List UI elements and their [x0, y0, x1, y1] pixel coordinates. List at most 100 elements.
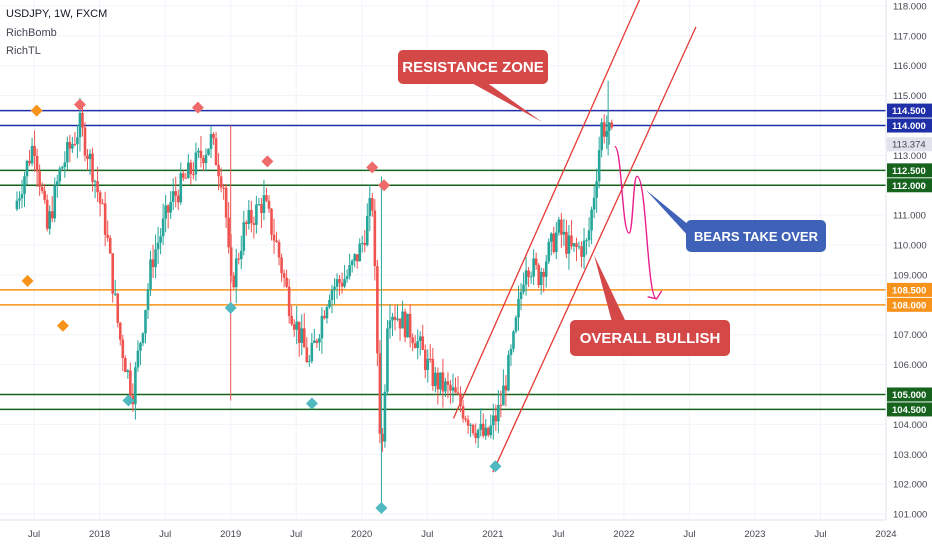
price-axis: 101.000 102.000 103.000 104.000 105.000 106.0… — [885, 0, 932, 550]
candle-body — [270, 208, 273, 235]
price-axis-bg — [886, 0, 932, 550]
candle-body — [426, 358, 430, 370]
candle-body — [305, 347, 309, 363]
candle-body — [50, 211, 54, 219]
candle-body — [403, 311, 407, 338]
candle-body — [227, 217, 230, 248]
candle-body — [610, 122, 614, 128]
candle-body — [456, 392, 460, 394]
candle-body — [83, 127, 87, 156]
candle-body — [58, 168, 62, 182]
annotation-pointers — [470, 82, 690, 322]
candle-body — [141, 333, 145, 344]
candle-body — [567, 235, 571, 254]
candle-body — [396, 318, 399, 320]
bears-pointer — [646, 190, 690, 238]
candle-body — [302, 328, 306, 348]
bullish-channel — [452, 0, 697, 473]
projection-path — [614, 145, 658, 300]
price-tick-label: 101.000 — [893, 510, 927, 521]
price-level-tag-label: 114.500 — [892, 106, 926, 117]
time-tick-label: 2021 — [482, 529, 503, 540]
time-tick-label: 2024 — [875, 529, 896, 540]
candle-body — [499, 404, 503, 406]
candle-body — [469, 424, 472, 426]
candle-body — [108, 237, 112, 254]
candle-body — [151, 259, 155, 268]
price-level-tag-bg — [887, 297, 932, 312]
candle-body — [602, 122, 606, 137]
price-level-tag-label: 108.000 — [892, 300, 926, 311]
candle-body — [575, 243, 578, 247]
candle-body — [81, 112, 84, 128]
candle-body — [318, 338, 321, 343]
candle-body — [229, 247, 233, 276]
candle-body — [388, 320, 392, 329]
candle-body — [159, 236, 162, 243]
candle-body — [555, 232, 558, 253]
candle-body — [219, 176, 223, 188]
price-tick-label: 111.000 — [893, 211, 926, 222]
time-axis-bg — [0, 520, 886, 550]
candle-body — [149, 259, 152, 290]
candle-body — [53, 185, 57, 219]
candle-body — [20, 194, 24, 199]
candle-body — [209, 133, 213, 149]
candle-body — [292, 324, 296, 330]
price-tick-label: 102.000 — [893, 480, 927, 491]
candle-body — [295, 321, 299, 330]
candle-body — [481, 423, 485, 436]
pivot-high-marker — [261, 155, 274, 168]
pivot-low-marker — [122, 394, 135, 407]
candle-body — [524, 270, 528, 285]
candle-body — [245, 222, 248, 224]
candle-body — [373, 210, 377, 267]
price-tick-label: 107.000 — [893, 330, 927, 341]
candle-body — [116, 293, 120, 323]
price-tick-label: 106.000 — [893, 360, 927, 371]
candle-body — [192, 174, 195, 176]
candle-body — [449, 384, 452, 391]
candle-body — [169, 201, 172, 213]
candle-body — [393, 316, 397, 320]
candle-body — [275, 240, 278, 242]
candle-body — [421, 336, 425, 350]
price-level-tag: 108.000 — [887, 297, 932, 312]
candle-body — [492, 415, 495, 426]
time-tick-label: 2023 — [744, 529, 765, 540]
candle-body — [86, 155, 89, 160]
pivot-low-marker — [56, 319, 69, 332]
time-tick-label: Jul — [552, 529, 564, 540]
horizontal-levels — [0, 109, 886, 411]
candle-body — [45, 199, 49, 229]
price-tick-label: 115.000 — [893, 91, 927, 102]
candle-body — [577, 246, 581, 248]
candle-body — [156, 242, 160, 250]
candle-body — [474, 433, 477, 439]
bears-take-over-label: BEARS TAKE OVER — [686, 220, 826, 252]
candle-body — [358, 243, 362, 262]
candle-body — [23, 176, 26, 195]
candle-body — [502, 385, 505, 406]
candle-body — [428, 358, 432, 360]
price-tick-label: 104.000 — [893, 420, 927, 431]
pivot-high-marker — [30, 104, 43, 117]
candle-body — [217, 165, 220, 177]
candle-body — [507, 355, 510, 391]
candle-body — [15, 200, 19, 210]
candle-body — [466, 419, 470, 426]
candle-body — [280, 257, 283, 274]
candle-body — [464, 418, 467, 420]
price-level-tag-bg — [887, 387, 932, 402]
candle-body — [106, 234, 109, 238]
time-tick-label: Jul — [159, 529, 171, 540]
pivot-low-marker — [224, 301, 237, 314]
candle-body — [398, 318, 402, 329]
candle-body — [512, 331, 515, 349]
candle-body — [255, 204, 258, 225]
candle-body — [28, 160, 31, 164]
candle-body — [287, 286, 291, 316]
candle-body — [484, 427, 488, 436]
candle-body — [585, 240, 588, 242]
